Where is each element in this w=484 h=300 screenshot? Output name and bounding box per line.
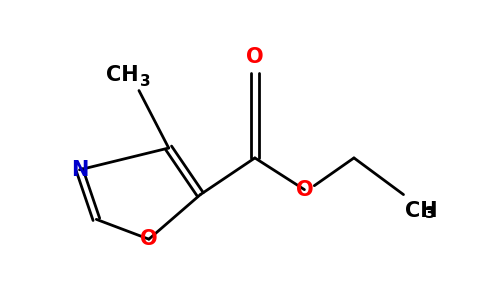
Text: O: O <box>296 180 313 200</box>
Text: CH: CH <box>106 64 139 85</box>
Text: O: O <box>246 47 264 67</box>
Text: CH: CH <box>406 200 438 220</box>
Text: N: N <box>71 160 88 180</box>
Text: 3: 3 <box>425 206 436 221</box>
Text: 3: 3 <box>140 74 151 88</box>
Text: O: O <box>140 229 158 249</box>
